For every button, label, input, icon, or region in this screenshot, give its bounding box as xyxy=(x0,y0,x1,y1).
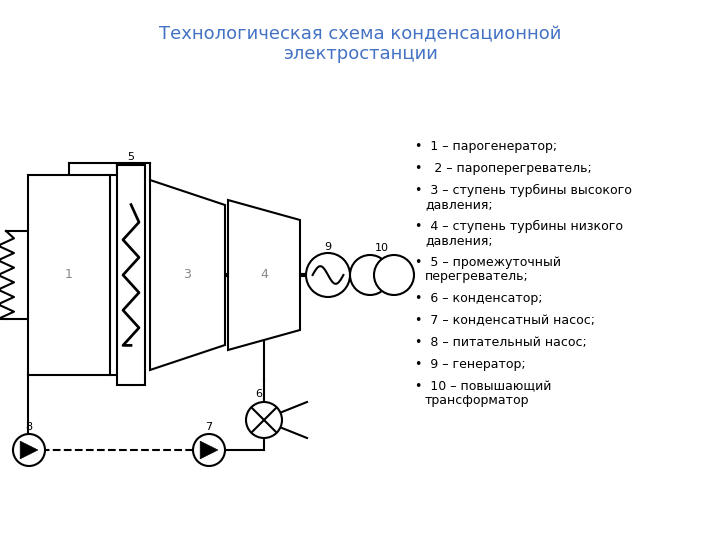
Text: 3: 3 xyxy=(184,268,192,281)
Text: давления;: давления; xyxy=(425,234,492,247)
Polygon shape xyxy=(228,200,300,350)
Bar xyxy=(28,175,110,375)
Polygon shape xyxy=(150,180,225,370)
Text: •  6 – конденсатор;: • 6 – конденсатор; xyxy=(415,292,542,305)
Circle shape xyxy=(306,253,350,297)
Circle shape xyxy=(350,255,390,295)
Text: •  9 – генератор;: • 9 – генератор; xyxy=(415,358,526,371)
Text: давления;: давления; xyxy=(425,198,492,211)
Circle shape xyxy=(13,434,45,466)
Polygon shape xyxy=(200,441,218,459)
Bar xyxy=(117,165,145,385)
Text: •  5 – промежуточный: • 5 – промежуточный xyxy=(415,256,561,269)
Text: 7: 7 xyxy=(205,422,212,432)
Text: •  8 – питательный насос;: • 8 – питательный насос; xyxy=(415,336,587,349)
Text: 5: 5 xyxy=(127,152,135,162)
Text: •  7 – конденсатный насос;: • 7 – конденсатный насос; xyxy=(415,314,595,327)
Circle shape xyxy=(374,255,414,295)
Text: трансформатор: трансформатор xyxy=(425,394,529,407)
Text: 8: 8 xyxy=(25,422,32,432)
Text: •  3 – ступень турбины высокого: • 3 – ступень турбины высокого xyxy=(415,184,632,197)
Text: 4: 4 xyxy=(260,268,268,281)
Text: 9: 9 xyxy=(325,242,332,252)
Text: Технологическая схема конденсационной: Технологическая схема конденсационной xyxy=(159,25,561,43)
Text: •   2 – пароперегреватель;: • 2 – пароперегреватель; xyxy=(415,162,592,175)
Circle shape xyxy=(246,402,282,438)
Text: 1: 1 xyxy=(65,268,73,281)
Text: 10: 10 xyxy=(375,243,389,253)
Text: •  10 – повышающий: • 10 – повышающий xyxy=(415,380,552,393)
Text: перегреватель;: перегреватель; xyxy=(425,270,528,283)
Polygon shape xyxy=(20,441,37,459)
Text: •  1 – парогенератор;: • 1 – парогенератор; xyxy=(415,140,557,153)
Circle shape xyxy=(193,434,225,466)
Text: •  4 – ступень турбины низкого: • 4 – ступень турбины низкого xyxy=(415,220,623,233)
Text: 6: 6 xyxy=(256,389,263,399)
Text: электростанции: электростанции xyxy=(282,45,438,63)
